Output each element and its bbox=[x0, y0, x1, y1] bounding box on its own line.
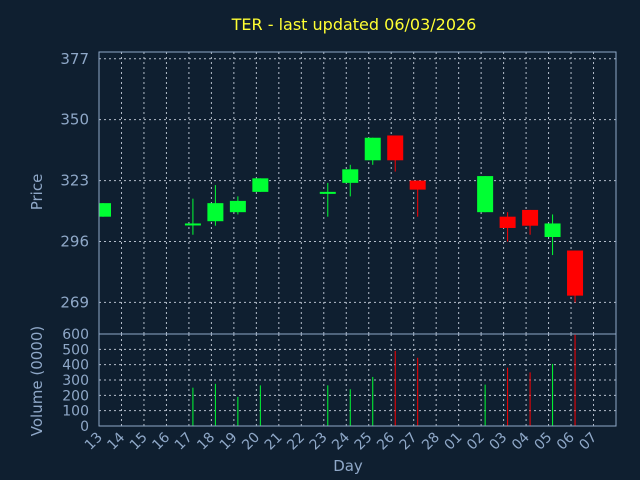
price-axis-label: Price bbox=[28, 174, 46, 211]
x-tick-label: 28 bbox=[419, 430, 443, 454]
volume-tick-label: 200 bbox=[62, 388, 89, 404]
volume-tick-label: 0 bbox=[80, 419, 89, 435]
candle-body bbox=[184, 223, 201, 226]
x-tick-labels: 1314151617181920212223242526272801020304… bbox=[82, 429, 600, 453]
x-tick-label: 19 bbox=[217, 430, 241, 454]
x-tick-label: 06 bbox=[554, 429, 578, 453]
candle-body bbox=[409, 180, 426, 190]
price-tick-label: 350 bbox=[60, 111, 89, 129]
candle-body bbox=[319, 191, 336, 194]
x-tick-label: 22 bbox=[284, 430, 308, 454]
x-tick-label: 15 bbox=[127, 430, 151, 454]
volume-tick-label: 100 bbox=[62, 404, 89, 420]
x-tick-label: 01 bbox=[442, 430, 466, 454]
candle-body bbox=[342, 169, 359, 183]
volume-panel-frame bbox=[98, 333, 617, 427]
volume-axis-label: Volume (0000) bbox=[28, 326, 46, 436]
candle-body bbox=[229, 200, 246, 213]
candle-body bbox=[364, 137, 381, 161]
price-grid bbox=[99, 52, 616, 334]
x-tick-label: 16 bbox=[149, 429, 173, 453]
volume-tick-label: 300 bbox=[62, 373, 89, 389]
price-tick-label: 269 bbox=[60, 293, 89, 311]
volume-tick-label: 500 bbox=[62, 342, 89, 358]
candle-body bbox=[477, 176, 494, 213]
x-tick-label: 17 bbox=[172, 430, 196, 454]
volume-tick-label: 400 bbox=[62, 358, 89, 374]
x-tick-label: 02 bbox=[464, 430, 488, 454]
x-tick-label: 27 bbox=[397, 430, 421, 454]
candle-body bbox=[99, 203, 111, 217]
x-axis-label: Day bbox=[333, 457, 363, 475]
x-tick-label: 14 bbox=[104, 429, 128, 453]
x-tick-label: 03 bbox=[487, 430, 511, 454]
candlesticks bbox=[99, 135, 584, 303]
price-tick-label: 323 bbox=[60, 172, 89, 190]
candle-body bbox=[207, 203, 224, 222]
price-tick-label: 377 bbox=[60, 50, 89, 68]
chart-title: TER - last updated 06/03/2026 bbox=[231, 15, 477, 34]
x-tick-label: 21 bbox=[262, 430, 286, 454]
candle-body bbox=[387, 135, 404, 161]
volume-bars bbox=[192, 334, 576, 426]
candle-body bbox=[567, 250, 584, 296]
volume-tick-label: 600 bbox=[62, 327, 89, 343]
candle-body bbox=[522, 209, 539, 226]
price-panel-frame bbox=[98, 51, 617, 335]
candle-body bbox=[252, 178, 269, 192]
x-tick-label: 20 bbox=[239, 430, 263, 454]
x-tick-label: 25 bbox=[352, 430, 376, 454]
x-tick-label: 07 bbox=[576, 430, 600, 454]
x-tick-label: 05 bbox=[531, 430, 555, 454]
price-tick-labels: 269 296 323 350 377 bbox=[60, 50, 89, 312]
x-tick-label: 26 bbox=[374, 429, 398, 453]
price-tick-label: 296 bbox=[60, 233, 89, 251]
x-tick-label: 18 bbox=[194, 430, 218, 454]
x-tick-label: 23 bbox=[307, 430, 331, 454]
candle-body bbox=[499, 216, 516, 228]
volume-grid bbox=[99, 334, 616, 426]
candle-body bbox=[544, 223, 561, 237]
x-tick-label: 24 bbox=[329, 429, 353, 453]
x-tick-label: 04 bbox=[509, 429, 533, 453]
